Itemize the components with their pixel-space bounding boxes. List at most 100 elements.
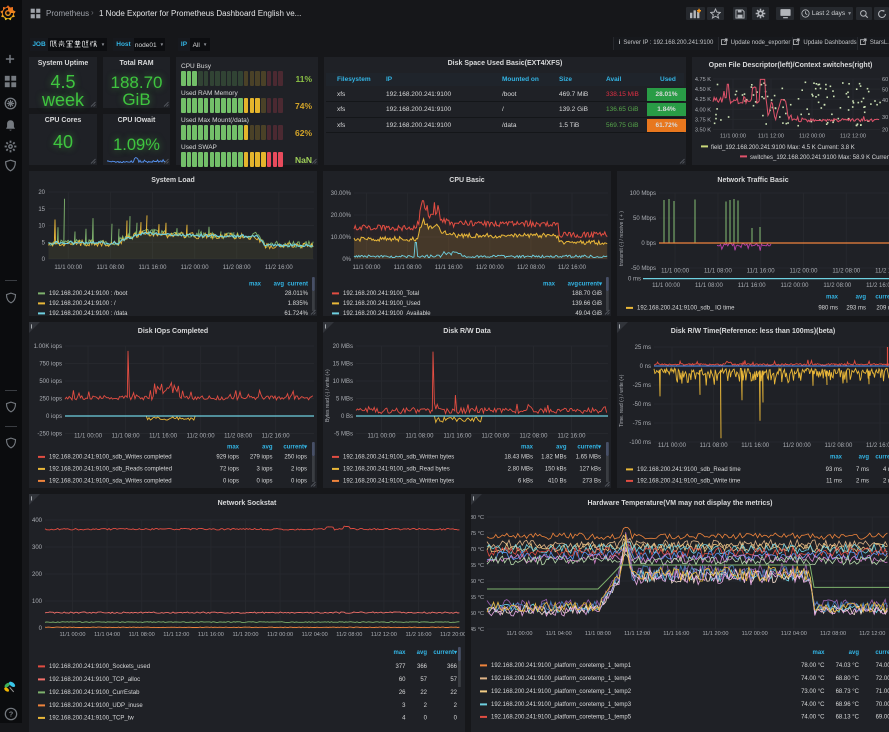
svg-text:transmit (-) / receive ( + ): transmit (-) / receive ( + ): [619, 211, 625, 266]
svg-text:22: 22: [450, 690, 457, 696]
svg-text:11/1 16:00: 11/1 16:00: [139, 265, 168, 271]
svg-text:Disk IOps Completed: Disk IOps Completed: [138, 328, 208, 335]
svg-text:80 °C: 80 °C: [471, 515, 484, 521]
svg-text:25 ms: 25 ms: [635, 345, 651, 351]
svg-text:192.168.200.241:9100_sdb_Read: 192.168.200.241:9100_sdb_Read time: [637, 467, 741, 473]
svg-text:100: 100: [32, 599, 43, 605]
svg-text:30.00%: 30.00%: [331, 191, 352, 197]
svg-text:57: 57: [450, 677, 457, 683]
svg-text:192.168.200.241:9100_Total: 192.168.200.241:9100_Total: [343, 291, 419, 297]
svg-text:-75 ms: -75 ms: [633, 421, 651, 427]
svg-text:70 °C: 70 °C: [471, 547, 484, 553]
svg-text:11/2 08:00: 11/2 08:00: [520, 434, 549, 440]
svg-text:192.168.200.241:9100_sdb_Writt: 192.168.200.241:9100_sdb_Written bytes: [343, 455, 454, 461]
svg-text:50 Mbps: 50 Mbps: [633, 216, 656, 222]
svg-text:Bytes read (-) / write (+): Bytes read (-) / write (+): [325, 369, 331, 422]
svg-text:0%: 0%: [342, 257, 351, 263]
svg-text:11/1 12:00: 11/1 12:00: [163, 632, 189, 638]
svg-text:28.011%: 28.011%: [285, 291, 309, 297]
svg-text:10: 10: [38, 224, 45, 230]
svg-text:Disk R/W Time(Reference: less: Disk R/W Time(Reference: less than 100ms…: [671, 328, 835, 335]
svg-text:11/2 00:00: 11/2 00:00: [781, 283, 810, 289]
svg-text:93 ms: 93 ms: [826, 467, 842, 473]
svg-text:avg: avg: [556, 445, 567, 451]
svg-text:11/2 16:00: 11/2 16:00: [875, 269, 889, 275]
svg-text:i: i: [31, 497, 33, 503]
svg-text:11/2 00:00: 11/2 00:00: [267, 632, 293, 638]
svg-text:11/2 04:00: 11/2 04:00: [781, 631, 807, 637]
svg-text:4.25 K: 4.25 K: [695, 97, 711, 103]
svg-text:max: max: [521, 445, 534, 451]
svg-text:11/2 12:00: 11/2 12:00: [840, 134, 866, 140]
svg-text:11/2 00:00: 11/2 00:00: [476, 265, 505, 271]
svg-text:45 °C: 45 °C: [471, 627, 484, 633]
svg-text:0 iops: 0 iops: [291, 479, 307, 485]
svg-text:current▾: current▾: [875, 650, 889, 656]
svg-text:-50 Mbps: -50 Mbps: [631, 266, 656, 272]
svg-text:11/2 08:00: 11/2 08:00: [224, 434, 253, 440]
svg-text:73.00 °C: 73.00 °C: [801, 689, 825, 695]
svg-text:11/2 16:00: 11/2 16:00: [558, 434, 587, 440]
svg-text:11/2 00:00: 11/2 00:00: [799, 134, 825, 140]
svg-text:40: 40: [882, 98, 888, 104]
svg-text:11/1 16:00: 11/1 16:00: [435, 265, 464, 271]
svg-text:11/2 12:00: 11/2 12:00: [371, 632, 397, 638]
svg-text:192.168.200.241:9100 : /boot: 192.168.200.241:9100 : /boot: [49, 291, 128, 297]
svg-text:127 kBs: 127 kBs: [579, 467, 601, 473]
svg-text:max: max: [249, 282, 262, 288]
svg-text:-100 ms: -100 ms: [629, 440, 651, 446]
svg-text:366: 366: [417, 664, 428, 670]
svg-text:current▾: current▾: [283, 445, 308, 451]
svg-text:CPU Basic: CPU Basic: [449, 177, 485, 184]
svg-text:68.80 °C: 68.80 °C: [836, 676, 860, 682]
svg-text:11/2 08:00: 11/2 08:00: [824, 443, 853, 449]
svg-text:192.168.200.241:9100_sdb_Write: 192.168.200.241:9100_sdb_Writes complete…: [49, 455, 172, 461]
svg-text:avg: avg: [856, 295, 867, 301]
svg-text:5 MBs: 5 MBs: [336, 397, 353, 403]
svg-text:11/1 08:00: 11/1 08:00: [585, 631, 611, 637]
svg-text:74.03 °C: 74.03 °C: [836, 663, 860, 669]
svg-text:2.80 MBs: 2.80 MBs: [508, 467, 533, 473]
svg-text:60: 60: [399, 677, 406, 683]
svg-text:72.00 °C: 72.00 °C: [876, 676, 889, 682]
svg-text:192.168.200.241:9100_Available: 192.168.200.241:9100_Available: [343, 311, 431, 316]
svg-text:2: 2: [424, 703, 428, 709]
svg-text:0 iops: 0 iops: [223, 479, 239, 485]
svg-text:11/2 00:00: 11/2 00:00: [790, 269, 819, 275]
svg-text:11/1 04:00: 11/1 04:00: [546, 631, 572, 637]
svg-text:2 ms: 2 ms: [856, 479, 869, 485]
svg-text:75 °C: 75 °C: [471, 531, 484, 537]
svg-text:11/1 20:00: 11/1 20:00: [702, 631, 728, 637]
svg-text:11/1 16:00: 11/1 16:00: [663, 631, 689, 637]
svg-text:192.168.200.241:9100_platform_: 192.168.200.241:9100_platform_coretemp_1…: [491, 689, 632, 695]
svg-text:4.50 K: 4.50 K: [695, 87, 711, 93]
svg-text:192.168.200.241:9100_CurrEstab: 192.168.200.241:9100_CurrEstab: [49, 690, 140, 696]
svg-text:192.168.200.241:9100_sdb_ IO t: 192.168.200.241:9100_sdb_ IO time: [637, 306, 735, 312]
svg-text:100 Mbps: 100 Mbps: [630, 191, 656, 197]
svg-text:6 kBs: 6 kBs: [518, 479, 533, 485]
svg-text:60: 60: [882, 77, 888, 83]
svg-text:Network Sockstat: Network Sockstat: [218, 500, 277, 507]
svg-text:74.00 °C: 74.00 °C: [876, 663, 889, 669]
svg-text:139.66 GiB: 139.66 GiB: [572, 301, 602, 307]
svg-text:0 iops: 0 iops: [256, 479, 272, 485]
svg-text:192.168.200.241:9100 : /data: 192.168.200.241:9100 : /data: [49, 311, 128, 316]
svg-text:4.75 K: 4.75 K: [695, 77, 711, 83]
svg-text:18.43 MBs: 18.43 MBs: [504, 455, 533, 461]
svg-text:60 °C: 60 °C: [471, 579, 484, 585]
svg-text:11/2 08:00: 11/2 08:00: [820, 631, 846, 637]
svg-text:max: max: [543, 282, 556, 288]
svg-text:11/1 12:00: 11/1 12:00: [758, 134, 784, 140]
svg-text:273 Bs: 273 Bs: [582, 479, 601, 485]
svg-text:11/1 04:00: 11/1 04:00: [94, 632, 120, 638]
svg-text:188.70 GiB: 188.70 GiB: [572, 291, 602, 297]
svg-text:2: 2: [454, 703, 458, 709]
svg-text:current▾: current▾: [433, 650, 458, 656]
svg-text:avg: avg: [262, 445, 273, 451]
svg-text:System Load: System Load: [151, 177, 195, 184]
svg-text:current▾: current▾: [577, 445, 602, 451]
svg-text:avg: avg: [274, 282, 285, 288]
svg-text:10.00%: 10.00%: [331, 235, 352, 241]
svg-text:11/2 08:00: 11/2 08:00: [832, 269, 861, 275]
svg-text:750 iops: 750 iops: [39, 362, 62, 368]
